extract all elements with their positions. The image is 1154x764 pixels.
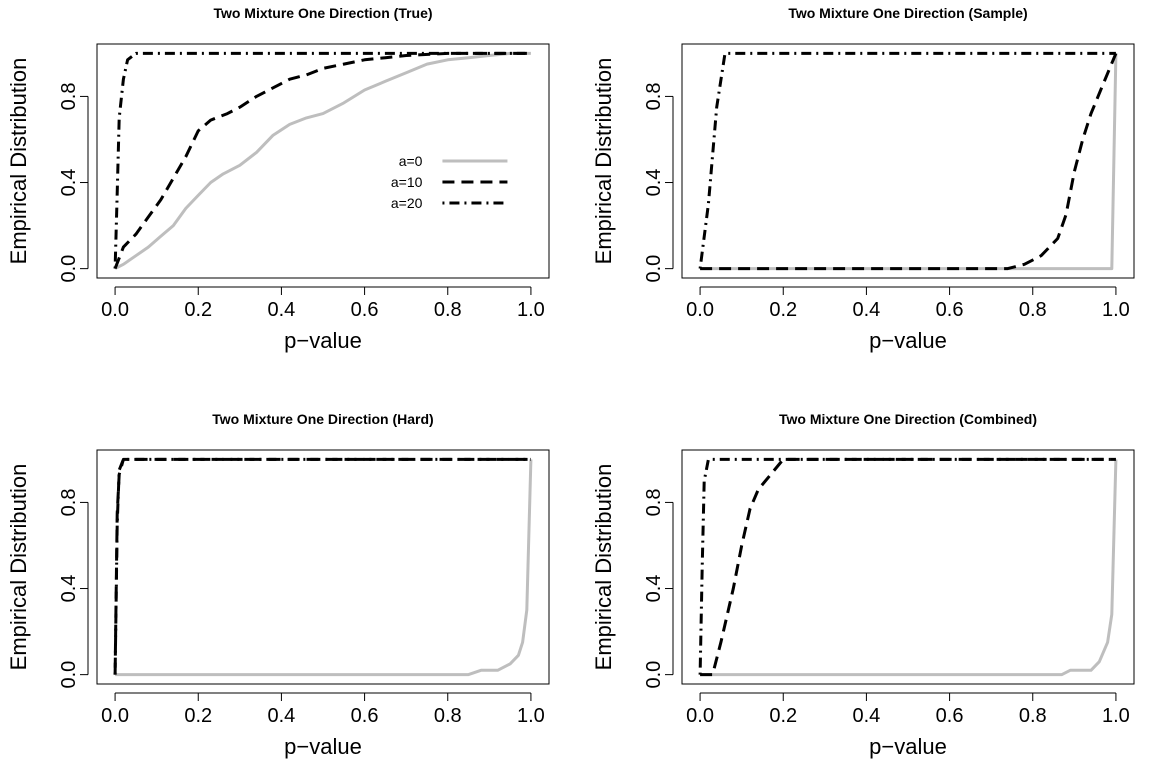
plot-frame	[96, 43, 550, 279]
series-line-3	[113, 51, 531, 269]
x-tick-label: 0.0	[101, 705, 129, 727]
x-axis-label: p−value	[869, 734, 947, 759]
y-axis-label: Empirical Distribution	[591, 58, 616, 265]
plot-frame	[681, 449, 1135, 685]
y-axis-label: Empirical Distribution	[6, 58, 31, 265]
x-tick-label: 0.0	[686, 705, 714, 727]
x-tick-label: 0.2	[184, 299, 212, 321]
x-tick-label: 0.4	[268, 705, 296, 727]
x-tick-label: 1.0	[1102, 299, 1130, 321]
x-tick-label: 0.8	[1019, 705, 1047, 727]
x-tick-label: 0.8	[434, 705, 462, 727]
x-tick-label: 0.6	[936, 299, 964, 321]
panel-title: Two Mixture One Direction (Sample)	[788, 5, 1027, 21]
x-tick-label: 1.0	[1102, 705, 1130, 727]
x-tick-label: 0.4	[853, 705, 881, 727]
series-line-3	[698, 457, 1116, 675]
x-axis-label: p−value	[284, 734, 362, 759]
x-tick-label: 0.4	[853, 299, 881, 321]
y-tick-label: 0.8	[58, 83, 80, 111]
x-axis-label: p−value	[284, 328, 362, 353]
y-tick-label: 0.0	[58, 255, 80, 283]
x-tick-label: 0.6	[351, 705, 379, 727]
series-line-3	[698, 51, 1116, 269]
y-tick-label: 0.4	[58, 169, 80, 197]
series-line-2	[113, 51, 531, 270]
y-tick-label: 0.0	[58, 661, 80, 689]
series-line-3	[113, 457, 531, 675]
y-tick-label: 0.8	[643, 83, 665, 111]
plot-frame	[96, 449, 550, 685]
x-tick-label: 0.2	[184, 705, 212, 727]
x-tick-label: 0.8	[434, 299, 462, 321]
legend-label: a=20	[391, 195, 423, 211]
x-tick-label: 1.0	[517, 299, 545, 321]
y-axis-label: Empirical Distribution	[6, 464, 31, 671]
x-tick-label: 0.2	[769, 299, 797, 321]
series-line-2	[700, 457, 1116, 677]
series-line-1	[115, 459, 533, 677]
panel-title: Two Mixture One Direction (Combined)	[779, 411, 1037, 427]
x-tick-label: 1.0	[517, 705, 545, 727]
x-tick-label: 0.0	[101, 299, 129, 321]
x-tick-label: 0.0	[686, 299, 714, 321]
series-line-2	[113, 457, 531, 675]
x-axis-label: p−value	[869, 328, 947, 353]
panel-title: Two Mixture One Direction (Hard)	[212, 411, 433, 427]
y-tick-label: 0.8	[643, 489, 665, 517]
plot-frame	[681, 43, 1135, 279]
series-line-2	[700, 52, 1118, 271]
y-tick-label: 0.4	[58, 575, 80, 603]
y-tick-label: 0.4	[643, 169, 665, 197]
x-tick-label: 0.2	[769, 705, 797, 727]
legend-label: a=0	[399, 153, 423, 169]
x-tick-label: 0.4	[268, 299, 296, 321]
x-tick-label: 0.6	[936, 705, 964, 727]
y-tick-label: 0.0	[643, 255, 665, 283]
series-line-1	[700, 53, 1118, 271]
y-tick-label: 0.8	[58, 489, 80, 517]
legend-label: a=10	[391, 174, 423, 190]
x-tick-label: 0.6	[351, 299, 379, 321]
series-line-1	[114, 51, 531, 270]
panel-title: Two Mixture One Direction (True)	[213, 5, 432, 21]
x-tick-label: 0.8	[1019, 299, 1047, 321]
y-tick-label: 0.0	[643, 661, 665, 689]
y-tick-label: 0.4	[643, 575, 665, 603]
y-axis-label: Empirical Distribution	[591, 464, 616, 671]
series-line-1	[700, 459, 1118, 677]
